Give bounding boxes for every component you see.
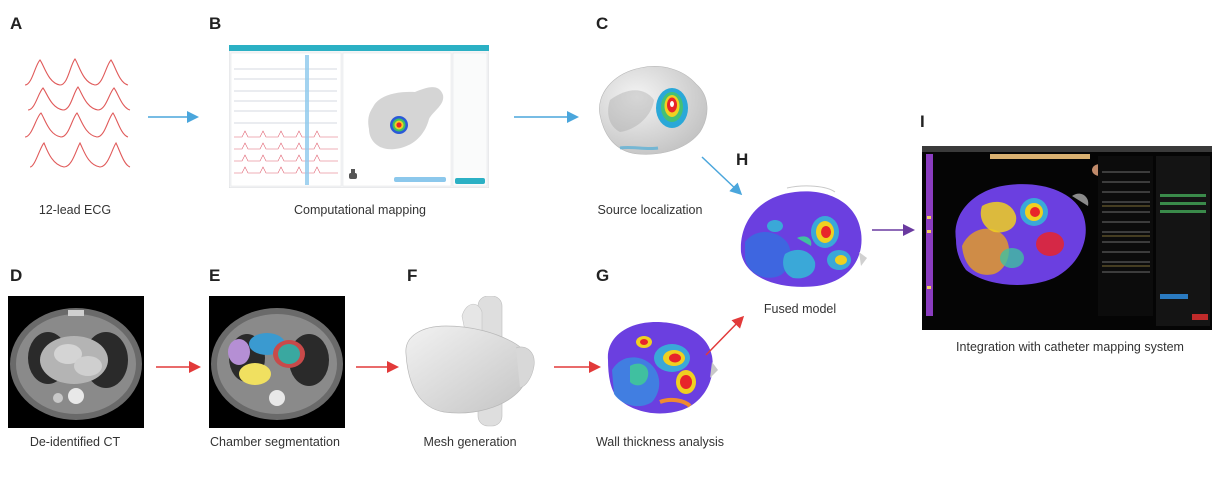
- panel-label-i: I: [920, 112, 925, 131]
- panel-label-b: B: [209, 14, 222, 33]
- mesh-model: [400, 296, 545, 428]
- caption-e: Chamber segmentation: [210, 435, 340, 449]
- panel-label-f: F: [407, 266, 418, 285]
- ecg-lead-2: [27, 86, 131, 111]
- ecg-lead-3: [24, 112, 129, 138]
- panel-label-h: H: [736, 150, 749, 169]
- caption-b: Computational mapping: [293, 203, 427, 217]
- ecg-traces: [20, 55, 135, 180]
- caption-f: Mesh generation: [423, 435, 517, 449]
- catheter-mapping-screen: [922, 146, 1212, 330]
- panel-label-c: C: [596, 14, 609, 33]
- panel-label-a: A: [10, 14, 23, 33]
- source-localization-heart: [592, 60, 714, 160]
- caption-d: De-identified CT: [29, 435, 121, 449]
- ct-scan-image: [8, 296, 144, 428]
- caption-h: Fused model: [763, 302, 837, 316]
- panel-label-g: G: [596, 266, 610, 285]
- panel-label-e: E: [209, 266, 221, 285]
- caption-a: 12-lead ECG: [38, 203, 112, 217]
- caption-c: Source localization: [597, 203, 703, 217]
- caption-i: Integration with catheter mapping system: [956, 340, 1184, 354]
- wall-thickness-map: [600, 310, 720, 418]
- mapping-software-window: [229, 45, 489, 188]
- ecg-lead-4: [29, 141, 131, 168]
- caption-g: Wall thickness analysis: [595, 435, 725, 449]
- panel-label-d: D: [10, 266, 23, 285]
- fused-model: [735, 182, 870, 292]
- ecg-lead-1: [24, 58, 129, 86]
- chamber-segmentation-image: [209, 296, 345, 428]
